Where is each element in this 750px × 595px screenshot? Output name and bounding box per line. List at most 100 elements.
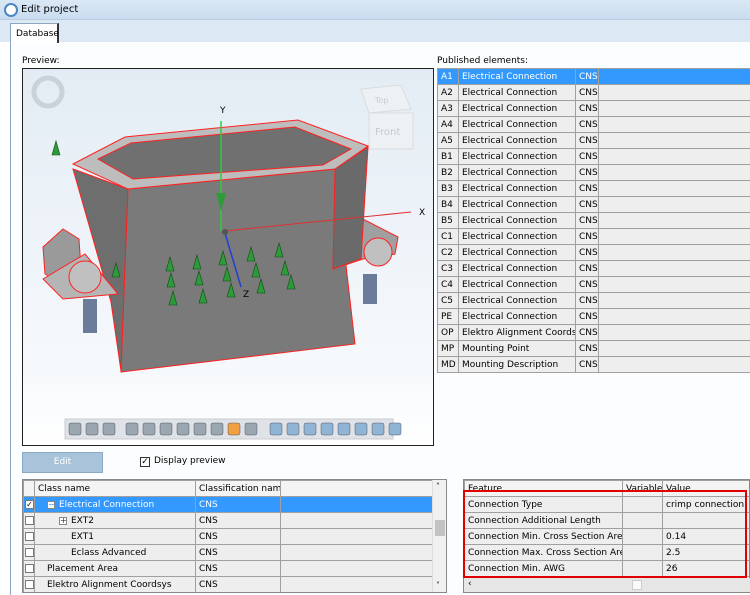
header-classification-name[interactable]: Classification name xyxy=(195,480,281,497)
view-iso-3-icon[interactable] xyxy=(303,422,317,436)
feature-row[interactable]: Connection Max. Cross Section Area 2.5 xyxy=(464,544,749,561)
published-row[interactable]: B4 Electrical Connection CNS xyxy=(437,196,750,213)
connection-point-cone[interactable] xyxy=(226,281,236,298)
zoom-fit-icon[interactable] xyxy=(142,422,156,436)
view-iso-4-icon[interactable] xyxy=(320,422,334,436)
class-checkbox[interactable] xyxy=(25,547,34,557)
view-iso-6-icon[interactable] xyxy=(354,422,368,436)
connection-point-cone[interactable] xyxy=(192,253,202,270)
class-row[interactable]: EXT1 CNS xyxy=(23,528,434,545)
class-row[interactable]: Eclass Advanced CNS xyxy=(23,544,434,561)
tab-database[interactable]: Database xyxy=(10,23,59,43)
class-row[interactable]: + EXT2 CNS xyxy=(23,512,434,529)
pan-icon[interactable] xyxy=(159,422,173,436)
connection-point-cone[interactable] xyxy=(286,273,296,290)
3d-preview-viewport[interactable]: Top Front Y X Z xyxy=(22,68,434,446)
class-checkbox[interactable] xyxy=(25,531,34,541)
view-cube[interactable]: Top Front xyxy=(360,84,414,150)
connection-point-cone[interactable] xyxy=(251,261,261,278)
collapse-icon[interactable]: − xyxy=(47,499,55,509)
section-icon[interactable] xyxy=(210,422,224,436)
more-icon[interactable] xyxy=(388,422,402,436)
view-cube-top[interactable]: Top xyxy=(374,96,389,105)
connection-point-cone[interactable] xyxy=(194,269,204,286)
connection-point-cone[interactable] xyxy=(168,289,178,306)
feature-variable[interactable] xyxy=(622,560,663,577)
published-row[interactable]: A2 Electrical Connection CNS xyxy=(437,84,750,101)
header-class-name[interactable]: Class name xyxy=(34,480,196,497)
feature-variable[interactable] xyxy=(622,496,663,513)
connection-point-cone[interactable] xyxy=(218,249,228,266)
class-checkbox[interactable] xyxy=(25,579,34,589)
view-iso-7-icon[interactable] xyxy=(371,422,385,436)
published-row[interactable]: A1 Electrical Connection CNS xyxy=(437,68,750,85)
scroll-left-icon[interactable]: ‹ xyxy=(468,579,472,589)
connection-point-cone[interactable] xyxy=(274,241,284,258)
zoom-icon[interactable] xyxy=(125,422,139,436)
published-row[interactable]: A3 Electrical Connection CNS xyxy=(437,100,750,117)
connection-point-cone[interactable] xyxy=(198,287,208,304)
view-iso-2-icon[interactable] xyxy=(286,422,300,436)
feature-row[interactable]: Connection Additional Length xyxy=(464,512,749,529)
published-row[interactable]: MP Mounting Point CNS xyxy=(437,340,750,357)
feature-table-hscrollbar[interactable]: ‹ xyxy=(464,578,750,592)
view-iso-5-icon[interactable] xyxy=(337,422,351,436)
header-value[interactable]: Value xyxy=(662,480,749,497)
view-iso-1-icon[interactable] xyxy=(269,422,283,436)
published-row[interactable]: C4 Electrical Connection CNS xyxy=(437,276,750,293)
navigation-ring-icon[interactable] xyxy=(31,75,65,109)
class-row[interactable]: Elektro Alignment Coordsys CNS xyxy=(23,576,434,592)
feature-variable[interactable] xyxy=(622,528,663,545)
view-cube-front[interactable]: Front xyxy=(375,127,400,138)
published-row[interactable]: B3 Electrical Connection CNS xyxy=(437,180,750,197)
connection-point-cone[interactable] xyxy=(51,139,61,156)
color-icon[interactable] xyxy=(227,422,241,436)
connection-point-cone[interactable] xyxy=(256,277,266,294)
connection-point-cone[interactable] xyxy=(222,265,232,282)
feature-row[interactable]: Connection Min. AWG 26 xyxy=(464,560,749,577)
connection-point-cone[interactable] xyxy=(165,255,175,272)
header-variable[interactable]: Variable xyxy=(622,480,663,497)
class-row[interactable]: ✓ − Electrical Connection CNS xyxy=(23,496,434,513)
class-table-scrollbar[interactable]: ˄ ˅ xyxy=(432,480,446,592)
edit-button[interactable]: Edit xyxy=(22,452,103,473)
cylinder-outline-icon[interactable] xyxy=(68,422,82,436)
feature-row[interactable]: Connection Type crimp connection xyxy=(464,496,749,513)
scroll-up-icon[interactable]: ˄ xyxy=(436,482,440,491)
class-row-checkbox-cell[interactable] xyxy=(23,576,35,592)
published-row[interactable]: A4 Electrical Connection CNS xyxy=(437,116,750,133)
expand-icon[interactable]: + xyxy=(59,515,67,525)
feature-value[interactable]: crimp connection xyxy=(662,496,749,513)
published-row[interactable]: C3 Electrical Connection CNS xyxy=(437,260,750,277)
feature-value[interactable]: 0.14 xyxy=(662,528,749,545)
feature-row[interactable]: Connection Min. Cross Section Area 0.14 xyxy=(464,528,749,545)
cylinder-dark-icon[interactable] xyxy=(102,422,116,436)
connection-point-cone[interactable] xyxy=(111,261,121,278)
class-row-checkbox-cell[interactable] xyxy=(23,512,35,529)
class-row-checkbox-cell[interactable] xyxy=(23,560,35,577)
class-row-checkbox-cell[interactable] xyxy=(23,544,35,561)
published-row[interactable]: C2 Electrical Connection CNS xyxy=(437,244,750,261)
connection-point-cone[interactable] xyxy=(166,271,176,288)
class-row-checkbox-cell[interactable] xyxy=(23,528,35,545)
feature-value[interactable]: 2.5 xyxy=(662,544,749,561)
class-checkbox[interactable]: ✓ xyxy=(25,499,34,509)
cylinder-shaded-icon[interactable] xyxy=(85,422,99,436)
class-checkbox[interactable] xyxy=(25,515,34,525)
published-row[interactable]: B2 Electrical Connection CNS xyxy=(437,164,750,181)
published-row[interactable]: C1 Electrical Connection CNS xyxy=(437,228,750,245)
connection-point-cone[interactable] xyxy=(280,259,290,276)
published-row[interactable]: PE Electrical Connection CNS xyxy=(437,308,750,325)
class-row-checkbox-cell[interactable]: ✓ xyxy=(23,496,35,513)
published-row[interactable]: C5 Electrical Connection CNS xyxy=(437,292,750,309)
published-row[interactable]: B1 Electrical Connection CNS xyxy=(437,148,750,165)
class-checkbox[interactable] xyxy=(25,563,34,573)
published-row[interactable]: B5 Electrical Connection CNS xyxy=(437,212,750,229)
published-row[interactable]: MD Mounting Description CNS xyxy=(437,356,750,373)
box-icon[interactable] xyxy=(244,422,258,436)
scroll-down-icon[interactable]: ˅ xyxy=(436,581,440,590)
class-row[interactable]: Placement Area CNS xyxy=(23,560,434,577)
hscroll-thumb[interactable] xyxy=(632,580,642,590)
measure-icon[interactable] xyxy=(176,422,190,436)
connection-point-cone[interactable] xyxy=(246,245,256,262)
